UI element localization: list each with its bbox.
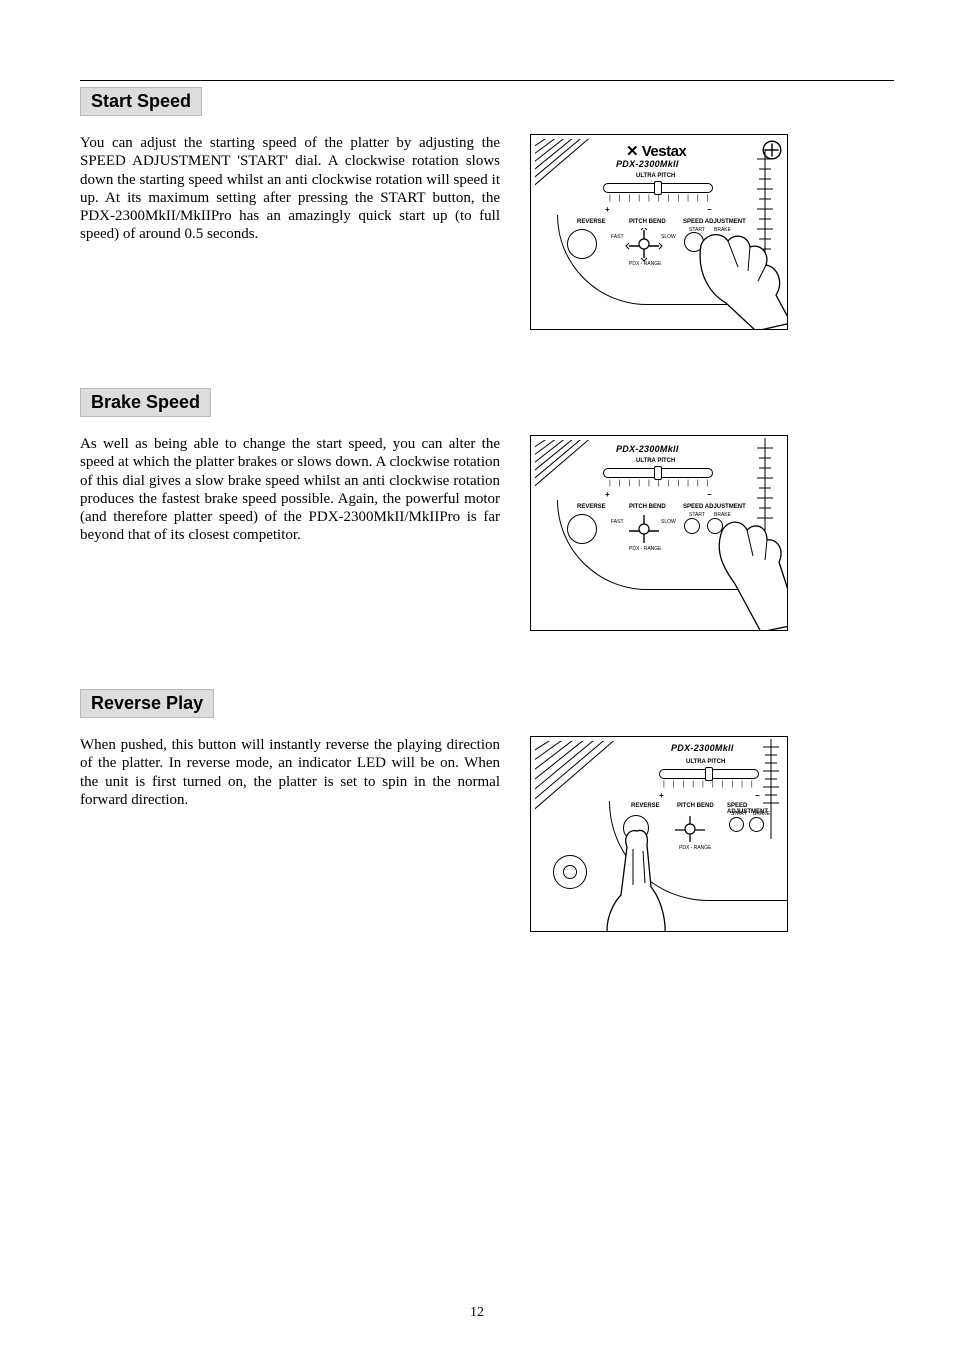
illustration-brake: PDX-2300MkII ULTRA PITCH | | | | | | | |…	[530, 435, 788, 631]
hand-icon	[711, 514, 788, 631]
section-body: As well as being able to change the star…	[80, 435, 500, 545]
platter-grip-icon	[535, 139, 595, 189]
model-label: PDX-2300MkII	[616, 159, 679, 169]
model-label: PDX-2300MkII	[616, 444, 679, 454]
section-start-speed: Start Speed You can adjust the starting …	[80, 87, 894, 330]
section-body: When pushed, this button will instantly …	[80, 736, 500, 809]
minus-label: −	[755, 791, 760, 800]
minus-label: −	[707, 205, 712, 214]
illustration-start: ✕ Vestax PDX-2300MkII ULTRA PITCH | | | …	[530, 134, 788, 330]
slider-ticks: | | | | | | | | | | |	[609, 195, 711, 202]
minus-label: −	[707, 490, 712, 499]
section-heading: Reverse Play	[80, 689, 214, 718]
illustration-reverse: PDX-2300MkII ULTRA PITCH | | | | | | | |…	[530, 736, 788, 932]
ultra-pitch-slider	[659, 769, 759, 779]
start-stop-icon	[553, 855, 587, 889]
ultra-pitch-label: ULTRA PITCH	[636, 173, 675, 179]
ultra-pitch-label: ULTRA PITCH	[636, 458, 675, 464]
slider-ticks: | | | | | | | | | | |	[609, 480, 711, 487]
section-heading: Brake Speed	[80, 388, 211, 417]
page-rule	[80, 80, 894, 81]
ultra-pitch-slider	[603, 183, 713, 193]
hand-icon	[603, 825, 683, 932]
page-number: 12	[0, 1305, 954, 1321]
model-label: PDX-2300MkII	[671, 743, 734, 753]
ultra-pitch-slider	[603, 468, 713, 478]
hand-icon	[686, 223, 788, 330]
section-reverse-play: Reverse Play When pushed, this button wi…	[80, 689, 894, 932]
plus-label: +	[659, 791, 664, 800]
section-body: You can adjust the starting speed of the…	[80, 134, 500, 244]
section-heading: Start Speed	[80, 87, 202, 116]
platter-grip-icon	[535, 440, 595, 490]
section-brake-speed: Brake Speed As well as being able to cha…	[80, 388, 894, 631]
slider-ticks: | | | | | | | | | |	[663, 781, 756, 788]
ultra-pitch-label: ULTRA PITCH	[686, 759, 725, 765]
plus-label: +	[605, 490, 610, 499]
brand-label: ✕ Vestax	[626, 142, 686, 160]
plus-label: +	[605, 205, 610, 214]
